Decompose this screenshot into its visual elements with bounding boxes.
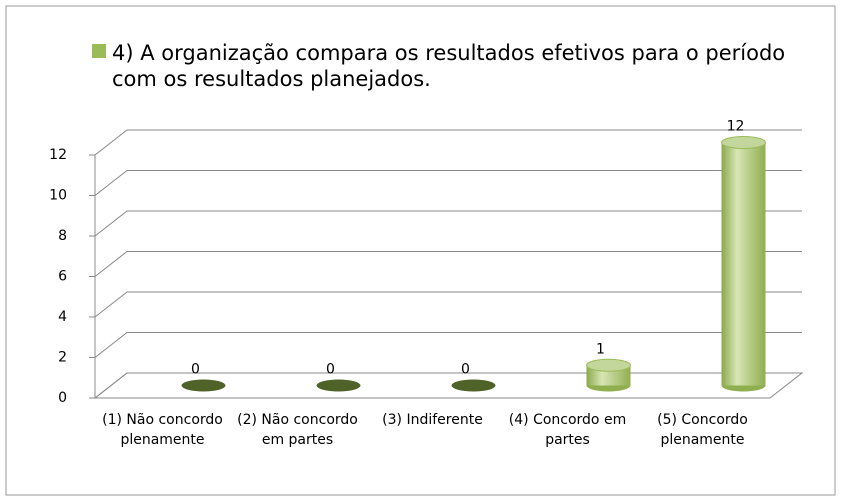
grid-line xyxy=(94,210,802,237)
value-label: 1 xyxy=(596,341,605,357)
y-tick-label: 10 xyxy=(49,188,67,204)
x-tick-label: (3) Indiferente xyxy=(382,412,483,428)
x-tick-label: (5) Concordo plenamente xyxy=(657,412,748,448)
x-tick-label: (2) Não concordo em partes xyxy=(237,412,358,448)
y-tick-label: 2 xyxy=(58,350,67,366)
grid-line xyxy=(94,251,802,277)
value-label: 0 xyxy=(191,362,200,378)
bar xyxy=(451,379,496,392)
value-label: 0 xyxy=(326,362,335,378)
value-label: 0 xyxy=(461,362,470,378)
y-tick-label: 0 xyxy=(58,390,67,406)
value-label: 12 xyxy=(727,119,745,135)
y-tick-label: 8 xyxy=(58,228,67,244)
bar-top xyxy=(721,136,766,149)
y-tick-label: 12 xyxy=(49,147,67,163)
frame-border xyxy=(5,5,836,496)
grid-line xyxy=(94,372,802,399)
x-tick-label: (1) Não concordo plenamente xyxy=(102,412,223,448)
grid-line xyxy=(94,170,802,196)
grid-line xyxy=(94,332,802,358)
bar xyxy=(316,379,361,392)
legend-swatch xyxy=(92,44,106,58)
grid-line xyxy=(94,129,802,156)
bar xyxy=(181,379,226,392)
y-tick-label: 6 xyxy=(58,269,67,285)
bar-top xyxy=(586,358,631,372)
bar xyxy=(721,142,766,386)
x-tick-label: (4) Concordo em partes xyxy=(508,412,627,448)
y-tick-label: 4 xyxy=(58,309,67,325)
grid-line xyxy=(94,291,802,318)
legend-label: 4) A organização compara os resultados e… xyxy=(112,41,786,91)
